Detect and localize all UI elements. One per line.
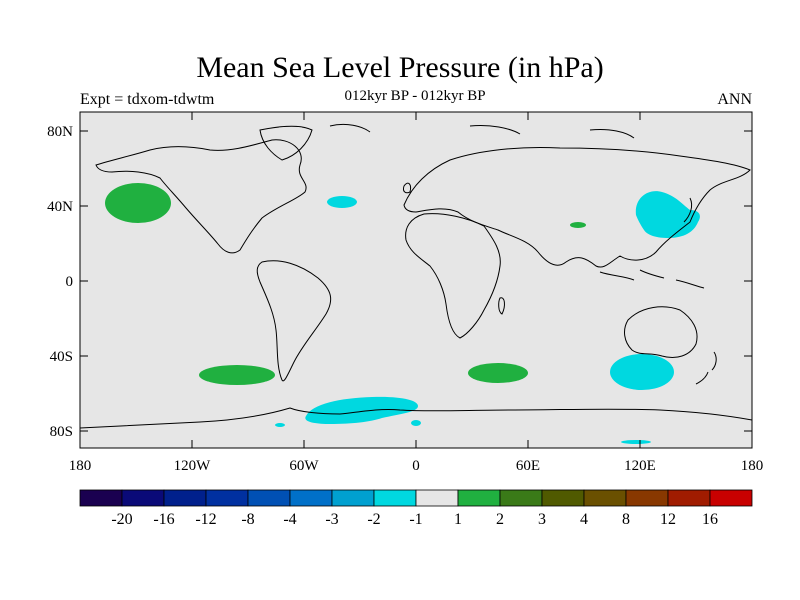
negative-anomaly-weddell-sea (305, 396, 418, 424)
colorbar-swatch (79, 489, 123, 507)
colorbar-swatch (289, 489, 333, 507)
lon-tick-label: 60W (289, 458, 319, 474)
colorbar-swatch (499, 489, 543, 507)
colorbar-swatch (205, 489, 249, 507)
colorbar-swatch (163, 489, 207, 507)
colorbar-swatch (457, 489, 501, 507)
lon-tick-label: 0 (412, 458, 420, 474)
colorbar-label: -2 (367, 511, 380, 528)
colorbar-swatch (373, 489, 417, 507)
lat-tick-label: 80N (47, 124, 73, 140)
experiment-label: Expt = tdxom-tdwtm (80, 91, 215, 108)
colorbar-label: -12 (195, 511, 216, 528)
positive-anomaly-south-pacific (199, 365, 275, 385)
colorbar-label: -3 (325, 511, 338, 528)
colorbar-swatch (625, 489, 669, 507)
colorbar-label: 8 (622, 511, 630, 528)
colorbar-label: 16 (702, 511, 718, 528)
colorbar-label: -20 (111, 511, 132, 528)
colorbar-label: 3 (538, 511, 546, 528)
colorbar-swatch (583, 489, 627, 507)
coastlines (79, 123, 753, 429)
positive-anomaly-south-indian (468, 363, 528, 383)
colorbar-label: 4 (580, 511, 588, 528)
plot-subtitle: 012kyr BP - 012kyr BP (344, 88, 486, 104)
negative-anomaly-north-atlantic (327, 196, 357, 208)
colorbar: -20 -16 -12 -8 -4 -3 -2 -1 1 2 3 4 8 12 16 (79, 489, 753, 528)
colorbar-swatch (709, 489, 753, 507)
colorbar-swatch (415, 489, 459, 507)
lon-tick-label: 180 (741, 458, 764, 474)
lat-tick-label: 80S (50, 424, 73, 440)
positive-anomaly-north-pacific (105, 183, 171, 223)
colorbar-label: 1 (454, 511, 462, 528)
colorbar-swatch (331, 489, 375, 507)
colorbar-swatch (247, 489, 291, 507)
season-label: ANN (717, 91, 752, 108)
colorbar-label: -8 (241, 511, 254, 528)
negative-anomaly-southern-ocean-120e (621, 440, 651, 444)
negative-anomaly-small-antarctic (411, 420, 421, 426)
lat-tick-label: 0 (66, 274, 74, 290)
colorbar-label: 12 (660, 511, 676, 528)
colorbar-label: 2 (496, 511, 504, 528)
lat-tick-label: 40N (47, 199, 73, 215)
colorbar-label: -4 (283, 511, 296, 528)
negative-anomaly-south-of-australia (610, 354, 674, 390)
colorbar-swatch (541, 489, 585, 507)
map-background (80, 112, 752, 448)
lat-tick-label: 40S (50, 349, 73, 365)
lon-tick-label: 120E (624, 458, 656, 474)
lon-tick-label: 180 (69, 458, 92, 474)
colorbar-label: -1 (409, 511, 422, 528)
colorbar-swatch (121, 489, 165, 507)
lon-tick-label: 60E (516, 458, 540, 474)
lon-tick-label: 120W (174, 458, 212, 474)
colorbar-label: -16 (153, 511, 174, 528)
plot-title: Mean Sea Level Pressure (in hPa) (196, 51, 604, 84)
positive-anomaly-central-asia (570, 222, 586, 228)
colorbar-swatch (667, 489, 711, 507)
negative-anomaly-small-pacific (275, 423, 285, 427)
